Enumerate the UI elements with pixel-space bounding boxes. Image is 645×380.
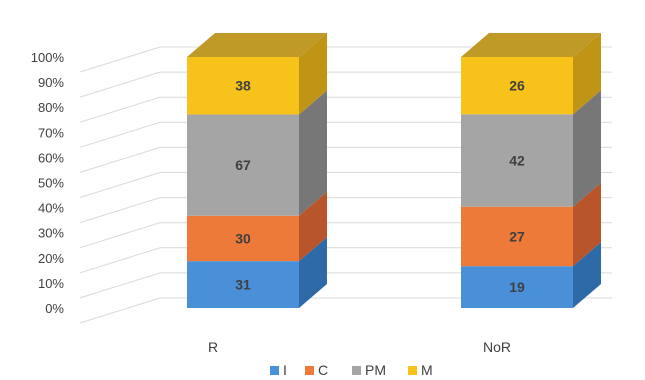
legend-item-m: M — [408, 362, 433, 378]
legend-swatch — [270, 366, 279, 375]
gridline-diagonal — [80, 47, 160, 72]
y-tick-label: 10% — [38, 276, 64, 291]
data-label-i-r: 31 — [235, 277, 251, 293]
data-label-pm-r: 67 — [235, 157, 251, 173]
gridline-diagonal — [80, 198, 160, 223]
data-label-c-r: 30 — [235, 230, 251, 246]
gridline-diagonal — [80, 147, 160, 172]
gridline-diagonal — [80, 122, 160, 147]
data-label-m-r: 38 — [235, 78, 251, 94]
legend-label: I — [283, 362, 287, 378]
y-tick-label: 50% — [38, 176, 64, 191]
legend-item-i: I — [270, 362, 287, 378]
y-tick-label: 30% — [38, 226, 64, 241]
legend: I C PM M — [270, 362, 433, 378]
x-category-label: R — [208, 339, 218, 355]
y-tick-label: 20% — [38, 251, 64, 266]
y-tick-label: 80% — [38, 100, 64, 115]
x-category-label: NoR — [483, 339, 511, 355]
gridline-diagonal — [80, 173, 160, 198]
y-tick-label: 60% — [38, 150, 64, 165]
x-axis-category-labels: R NoR — [208, 339, 511, 355]
gridline-diagonal — [80, 273, 160, 298]
legend-swatch — [352, 366, 361, 375]
legend-item-pm: PM — [352, 362, 386, 378]
gridline-diagonal — [80, 298, 160, 323]
y-tick-label: 0% — [45, 301, 64, 316]
y-tick-label: 100% — [31, 50, 65, 65]
gridline-diagonal — [80, 97, 160, 122]
data-label-m-nor: 26 — [509, 78, 525, 94]
legend-swatch — [305, 366, 314, 375]
y-tick-label: 90% — [38, 75, 64, 90]
legend-label: C — [318, 362, 328, 378]
data-label-pm-nor: 42 — [509, 152, 525, 168]
data-label-c-nor: 27 — [509, 228, 525, 244]
data-label-i-nor: 19 — [509, 279, 525, 295]
gridline-diagonal — [80, 223, 160, 248]
legend-swatch — [408, 366, 417, 375]
y-tick-label: 70% — [38, 125, 64, 140]
y-tick-label: 40% — [38, 201, 64, 216]
y-axis-tick-labels: 0% 10% 20% 30% 40% 50% 60% 70% 80% 90% 100% — [31, 50, 65, 316]
gridline-diagonal — [80, 248, 160, 273]
legend-item-c: C — [305, 362, 328, 378]
gridline-diagonal — [80, 72, 160, 97]
legend-label: PM — [365, 362, 386, 378]
legend-label: M — [421, 362, 433, 378]
